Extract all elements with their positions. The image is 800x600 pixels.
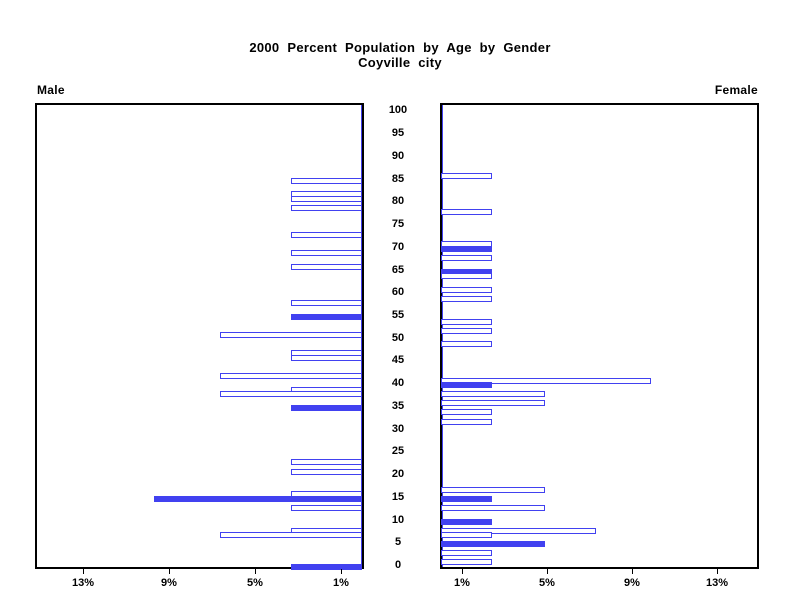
female-bar-age-8 xyxy=(441,528,596,534)
male-bar-age-46 xyxy=(291,355,362,361)
female-bar-age-3 xyxy=(441,550,492,556)
age-axis-label-85: 85 xyxy=(391,173,405,185)
age-axis-label-60: 60 xyxy=(391,286,405,298)
female-bar-age-64 xyxy=(441,273,492,279)
age-axis-label-45: 45 xyxy=(391,354,405,366)
female-bar-age-7 xyxy=(441,532,492,538)
female-bar-age-70 xyxy=(441,246,492,252)
female-axis-tick-label-9: 9% xyxy=(624,577,640,589)
female-bar-age-68 xyxy=(441,255,492,261)
female-bar-age-17 xyxy=(441,487,545,493)
male-bar-age-55 xyxy=(291,314,362,320)
female-axis-tick-5 xyxy=(547,569,548,574)
age-axis-label-75: 75 xyxy=(391,218,405,230)
age-axis-label-95: 95 xyxy=(391,127,405,139)
female-bar-age-10 xyxy=(441,519,492,525)
age-axis-label-5: 5 xyxy=(394,536,402,548)
female-bar-age-59 xyxy=(441,296,492,302)
female-bar-age-1 xyxy=(441,559,492,565)
male-bar-age-58 xyxy=(291,300,362,306)
male-bar-age-38 xyxy=(220,391,362,397)
age-axis-label-50: 50 xyxy=(391,332,405,344)
male-bar-age-42 xyxy=(220,373,362,379)
male-bar-age-79 xyxy=(291,205,362,211)
female-axis-tick-9 xyxy=(632,569,633,574)
male-axis-tick-5 xyxy=(255,569,256,574)
female-bar-age-61 xyxy=(441,287,492,293)
male-axis-tick-label-5: 5% xyxy=(247,577,263,589)
female-bar-age-40 xyxy=(441,382,492,388)
male-bar-age-13 xyxy=(291,505,362,511)
male-bar-age-15 xyxy=(154,496,362,502)
female-bar-age-54 xyxy=(441,319,492,325)
male-axis-tick-13 xyxy=(83,569,84,574)
age-axis-label-80: 80 xyxy=(391,195,405,207)
male-bar-age-73 xyxy=(291,232,362,238)
age-axis-label-100: 100 xyxy=(388,104,408,116)
male-bar-age-66 xyxy=(291,264,362,270)
female-bar-age-32 xyxy=(441,419,492,425)
female-bar-age-41 xyxy=(441,378,651,384)
male-bar-age-69 xyxy=(291,250,362,256)
female-bar-age-36 xyxy=(441,400,545,406)
female-axis-tick-1 xyxy=(462,569,463,574)
female-bar-age-78 xyxy=(441,209,492,215)
female-axis-tick-label-1: 1% xyxy=(454,577,470,589)
female-axis-tick-label-5: 5% xyxy=(539,577,555,589)
age-axis-label-25: 25 xyxy=(391,445,405,457)
age-axis-label-20: 20 xyxy=(391,468,405,480)
chart-subtitle: Coyville city xyxy=(358,55,442,70)
male-bar-age-21 xyxy=(291,469,362,475)
age-axis-label-65: 65 xyxy=(391,264,405,276)
female-bar-age-5 xyxy=(441,541,545,547)
male-bar-age-23 xyxy=(291,459,362,465)
female-zero-baseline xyxy=(442,105,443,567)
female-bar-age-34 xyxy=(441,409,492,415)
female-bar-age-15 xyxy=(441,496,492,502)
male-axis-tick-9 xyxy=(169,569,170,574)
male-axis-tick-label-1: 1% xyxy=(333,577,349,589)
age-axis-label-35: 35 xyxy=(391,400,405,412)
age-axis-label-90: 90 xyxy=(391,150,405,162)
age-axis-label-40: 40 xyxy=(391,377,405,389)
male-bar-age-51 xyxy=(220,332,362,338)
male-panel-label: Male xyxy=(37,83,65,97)
female-bar-age-49 xyxy=(441,341,492,347)
age-axis-label-10: 10 xyxy=(391,514,405,526)
age-axis-label-0: 0 xyxy=(394,559,402,571)
male-bar-age-81 xyxy=(291,196,362,202)
age-axis-label-15: 15 xyxy=(391,491,405,503)
age-axis-label-55: 55 xyxy=(391,309,405,321)
male-axis-tick-label-9: 9% xyxy=(161,577,177,589)
male-bar-age-35 xyxy=(291,405,362,411)
female-bar-age-52 xyxy=(441,328,492,334)
female-axis-tick-13 xyxy=(717,569,718,574)
age-axis-label-70: 70 xyxy=(391,241,405,253)
male-bar-age-85 xyxy=(291,178,362,184)
female-bar-age-13 xyxy=(441,505,545,511)
male-bar-age-7 xyxy=(220,532,362,538)
female-axis-tick-label-13: 13% xyxy=(705,577,729,589)
female-bar-age-86 xyxy=(441,173,492,179)
age-axis-label-30: 30 xyxy=(391,423,405,435)
male-axis-tick-label-13: 13% xyxy=(71,577,95,589)
female-bar-age-38 xyxy=(441,391,545,397)
chart-title: 2000 Percent Population by Age by Gender xyxy=(249,40,551,55)
female-panel-label: Female xyxy=(714,83,758,97)
male-axis-tick-1 xyxy=(341,569,342,574)
male-bar-age-0 xyxy=(291,564,362,570)
